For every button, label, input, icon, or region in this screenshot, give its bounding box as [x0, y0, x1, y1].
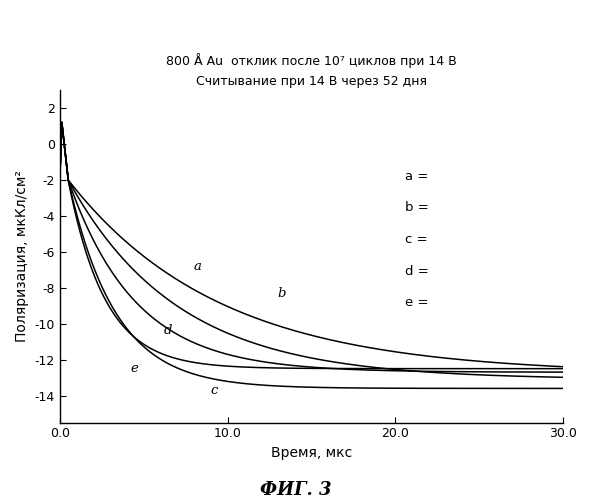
Y-axis label: Поляризация, мкКл/см²: Поляризация, мкКл/см² [15, 170, 29, 342]
Text: d =: d = [404, 264, 428, 278]
Text: d: d [164, 324, 172, 338]
Text: c: c [211, 384, 218, 397]
X-axis label: Время, мкс: Время, мкс [271, 446, 352, 460]
Text: a: a [194, 260, 202, 273]
Text: c =: c = [404, 233, 427, 246]
Text: e: e [130, 362, 138, 375]
Text: 800 Å Au  отклик после 10⁷ циклов при 14 В: 800 Å Au отклик после 10⁷ циклов при 14 … [166, 54, 457, 68]
Text: a =: a = [404, 170, 428, 183]
Text: ФИГ. 3: ФИГ. 3 [260, 481, 332, 499]
Text: b: b [278, 286, 287, 300]
Text: e =: e = [404, 296, 428, 309]
Text: b =: b = [404, 202, 428, 214]
Text: Считывание при 14 В через 52 дня: Считывание при 14 В через 52 дня [196, 76, 427, 88]
